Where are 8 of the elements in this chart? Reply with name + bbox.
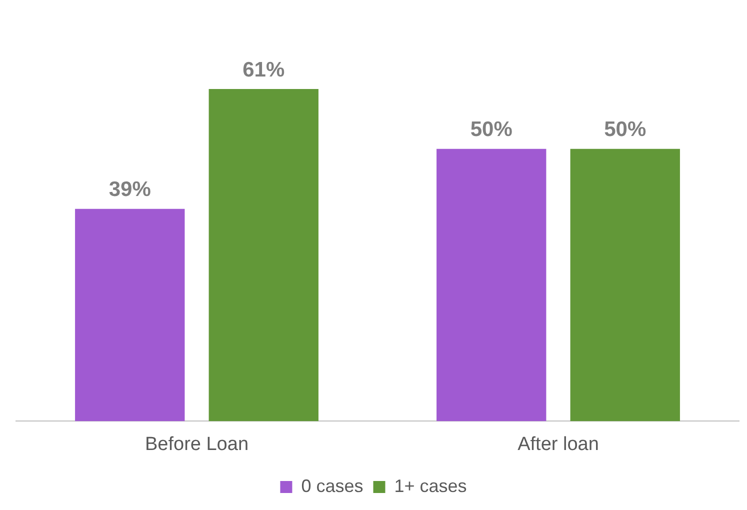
legend-label: 0 cases: [301, 476, 364, 496]
x-tick-label: Before Loan: [144, 434, 249, 455]
data-label: 50%: [604, 118, 646, 142]
data-label: 39%: [108, 178, 152, 202]
legend-label: 1+ cases: [394, 476, 467, 496]
data-label: 50%: [470, 118, 513, 142]
data-label: 61%: [242, 58, 285, 82]
x-tick-label: After loan: [518, 434, 599, 455]
